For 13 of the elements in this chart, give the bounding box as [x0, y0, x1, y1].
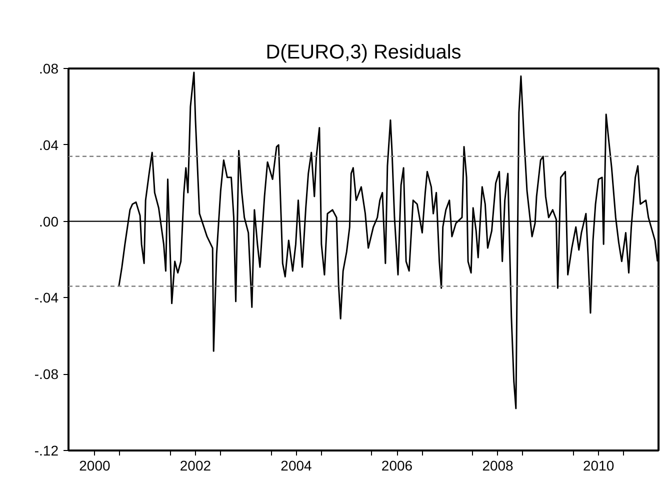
- x-tick-label: 2004: [280, 458, 312, 474]
- x-tick-label: 2000: [79, 458, 110, 474]
- chart-title: D(EURO,3) Residuals: [266, 42, 462, 64]
- x-tick-label: 2006: [381, 458, 413, 474]
- y-tick-label: .04: [39, 136, 59, 153]
- x-tick-label: 2010: [582, 458, 614, 474]
- y-tick-label: -.12: [34, 442, 59, 458]
- y-tick-label: -.08: [34, 366, 59, 382]
- x-tick-label: 2008: [482, 458, 514, 474]
- y-tick-label: .08: [39, 60, 59, 76]
- y-tick-label: .00: [39, 213, 59, 230]
- y-tick-label: -.04: [34, 290, 59, 306]
- x-tick-label: 2002: [180, 458, 212, 474]
